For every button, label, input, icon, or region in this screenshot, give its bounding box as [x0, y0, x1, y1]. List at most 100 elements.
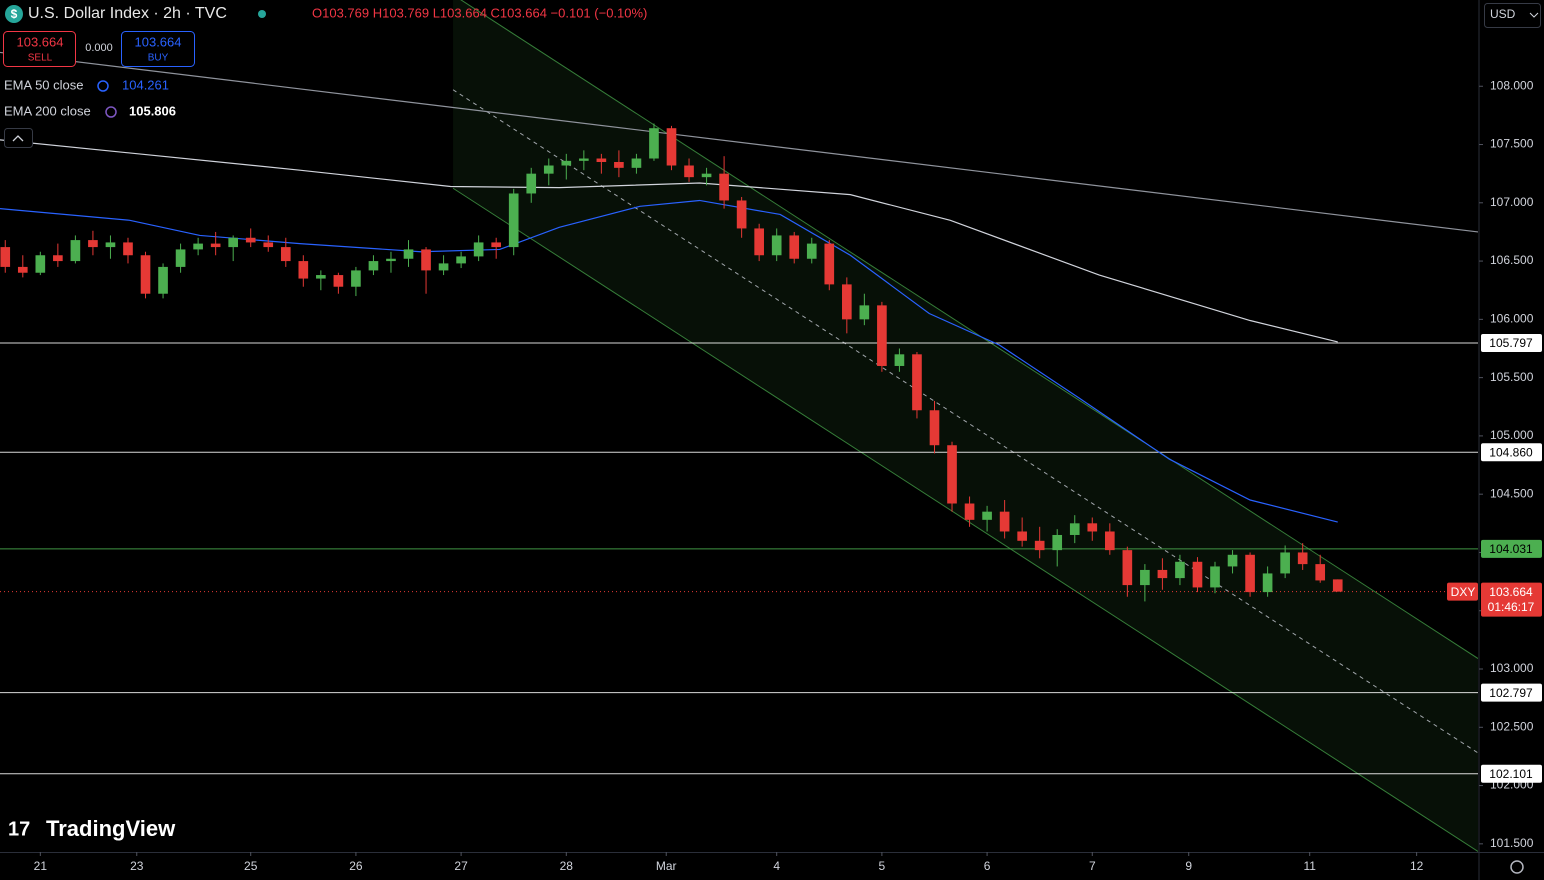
y-tick-label: 108.000 — [1490, 78, 1534, 92]
ema200-label[interactable]: EMA 200 close — [4, 103, 91, 118]
ema50-icon — [97, 80, 109, 92]
candle-body — [438, 263, 449, 271]
level-tag — [1481, 443, 1542, 462]
buy-price: 103.664 — [135, 34, 182, 49]
icon-glyph: $ — [11, 7, 18, 21]
y-tick-label: 103.000 — [1490, 661, 1534, 675]
currency-caret — [1529, 12, 1539, 18]
candle-body — [771, 235, 782, 256]
symbol-icon — [5, 5, 23, 23]
x-tick-label: 4 — [773, 859, 780, 873]
candle-body — [1069, 523, 1080, 535]
collapse-button[interactable] — [4, 128, 33, 148]
candle-body — [1332, 579, 1343, 592]
candle-body — [316, 275, 326, 279]
buy-button[interactable] — [121, 31, 195, 67]
x-tick-label: 6 — [984, 859, 991, 873]
spread: 0.000 — [85, 42, 113, 54]
candle-body — [1315, 564, 1326, 581]
y-tick-label: 101.500 — [1490, 836, 1534, 850]
candle-body — [947, 445, 957, 504]
y-tick-label: 102.500 — [1490, 719, 1534, 733]
candle-body — [1175, 561, 1185, 579]
candle-body — [614, 162, 624, 168]
candle-body — [631, 158, 642, 168]
countdown: 01:46:17 — [1488, 600, 1535, 614]
ema200-icon — [105, 106, 117, 118]
candle-body — [859, 305, 870, 320]
x-tick-label: 21 — [34, 859, 48, 873]
y-tick-label: 107.500 — [1490, 137, 1534, 151]
candle-body — [806, 243, 817, 259]
candle-body — [579, 158, 589, 161]
settings-button[interactable] — [1510, 860, 1524, 874]
symbol-title: U.S. Dollar Index · 2h · TVC — [28, 5, 227, 22]
collapse-icon — [12, 135, 24, 142]
candle-body — [491, 242, 501, 248]
y-tick-label: 106.000 — [1490, 312, 1534, 326]
x-tick-label: 28 — [560, 859, 574, 873]
candle-body — [929, 410, 940, 446]
sell-price: 103.664 — [17, 34, 64, 49]
ema200-value: 105.806 — [129, 103, 176, 118]
x-tick-label: 9 — [1185, 859, 1192, 873]
x-tick-label: 5 — [879, 859, 886, 873]
last-price-label: 103.664 — [1489, 585, 1533, 599]
candle-body — [719, 173, 729, 201]
candle-body — [596, 158, 607, 163]
candle-body — [35, 255, 46, 273]
candle-body — [1245, 554, 1255, 593]
candle-body — [789, 235, 800, 259]
candle-body — [1157, 569, 1168, 579]
symbol-label: DXY — [1451, 585, 1476, 599]
logo-mark: 17 — [8, 818, 30, 840]
candle-body — [877, 305, 887, 366]
candle-body — [175, 249, 186, 267]
candle-body — [0, 247, 11, 267]
candle-body — [1297, 552, 1308, 565]
candle-body — [1104, 531, 1115, 551]
currency-label: USD — [1490, 7, 1516, 21]
candle-body — [403, 249, 414, 259]
x-tick-label: 27 — [454, 859, 468, 873]
sell-button[interactable] — [3, 31, 76, 67]
x-tick-label: 25 — [244, 859, 258, 873]
candle-body — [964, 503, 975, 520]
symbol-tag — [1447, 582, 1478, 601]
candle-body — [263, 242, 274, 248]
level-label: 104.860 — [1489, 445, 1533, 459]
level-tag — [1481, 764, 1542, 783]
candle-body — [982, 511, 992, 520]
level-label: 105.797 — [1489, 336, 1533, 350]
candle-body — [245, 237, 256, 243]
ema50-label[interactable]: EMA 50 close — [4, 77, 84, 92]
y-tick-label: 107.000 — [1490, 195, 1534, 209]
candle-body — [1280, 552, 1290, 574]
candle-body — [140, 255, 151, 294]
candle-body — [333, 275, 344, 287]
x-tick-label: 7 — [1089, 859, 1096, 873]
candle-body — [894, 354, 905, 366]
candle-body — [543, 165, 554, 174]
candle-body — [280, 247, 291, 262]
candle-body — [701, 173, 712, 178]
channel-mid — [452, 89, 1478, 754]
level-tag — [1481, 683, 1542, 702]
candle-body — [736, 200, 747, 229]
channel-fill — [453, 0, 1478, 852]
candle-body — [53, 255, 63, 262]
candle-body — [1210, 566, 1220, 588]
y-tick-label: 105.000 — [1490, 428, 1534, 442]
candle-body — [1122, 550, 1133, 586]
level-label: 102.797 — [1489, 686, 1533, 700]
candle-body — [1227, 554, 1238, 567]
currency-select[interactable] — [1484, 3, 1541, 28]
candle-body — [210, 243, 221, 248]
sell-label: SELL — [28, 53, 53, 64]
candle-body — [684, 165, 694, 178]
level-tag — [1481, 539, 1542, 558]
candle-body — [70, 240, 81, 262]
candle-body — [368, 261, 379, 271]
candle-body — [473, 242, 484, 257]
candle-body — [912, 354, 922, 411]
